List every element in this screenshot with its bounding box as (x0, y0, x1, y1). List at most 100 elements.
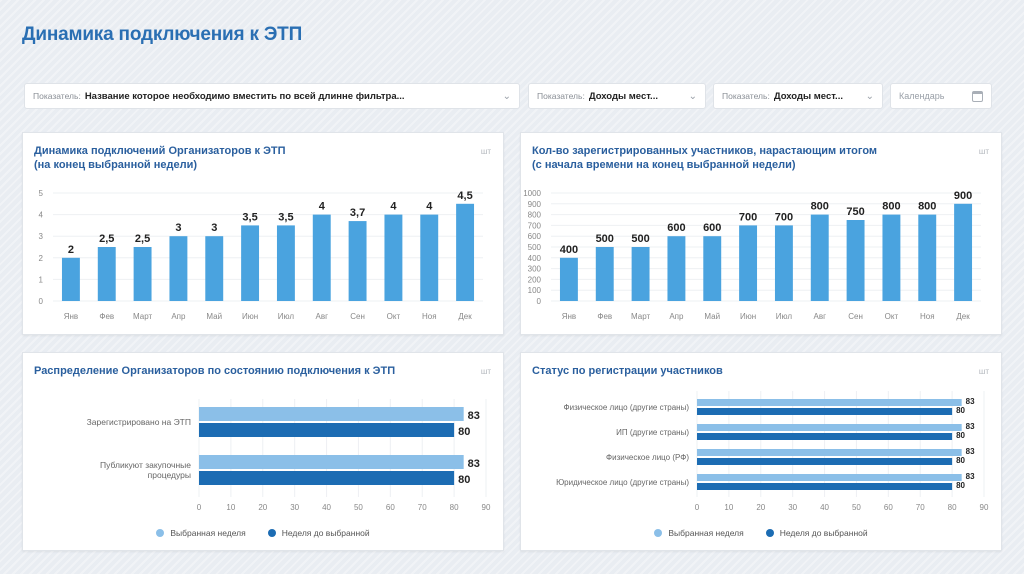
x-tick-label: 80 (948, 503, 957, 512)
y-tick-label: 200 (528, 275, 542, 284)
legend-label: Выбранная неделя (668, 528, 744, 538)
chart-title: Распределение Организаторов по состоянию… (34, 365, 396, 377)
bar (241, 225, 260, 301)
bar (199, 455, 464, 469)
filter-2-label: Показатель: (537, 91, 585, 101)
x-tick-label: Март (133, 312, 152, 321)
filter-2[interactable]: Показатель: Доходы мест... ⌄ (528, 83, 706, 109)
bar (199, 471, 455, 485)
bar-value-label: 80 (956, 431, 965, 440)
calendar-placeholder: Календарь (899, 91, 945, 101)
bar-value-label: 3,7 (350, 207, 365, 219)
legend-item[interactable]: Выбранная неделя (654, 528, 744, 538)
bar (703, 236, 722, 301)
x-tick-label: Авг (813, 312, 826, 321)
x-tick-label: Дек (458, 312, 472, 321)
bar-value-label: 80 (956, 406, 965, 415)
bar-value-label: 700 (775, 211, 793, 223)
chevron-down-icon[interactable]: ⌄ (688, 90, 697, 102)
chevron-down-icon[interactable]: ⌄ (865, 90, 874, 102)
x-tick-label: Май (206, 312, 222, 321)
bar-value-label: 83 (468, 410, 480, 422)
bar (697, 424, 962, 431)
y-tick-label: 1000 (523, 189, 541, 198)
bar-value-label: 80 (458, 426, 470, 438)
bar-value-label: 800 (918, 201, 936, 213)
bar (697, 449, 962, 456)
bar (456, 203, 475, 301)
y-category-label: Юридическое лицо (другие страны) (556, 478, 689, 487)
y-category-label: ИП (другие страны) (616, 428, 689, 437)
x-tick-label: Апр (171, 312, 186, 321)
filter-3-value: Доходы мест... (773, 90, 843, 102)
x-tick-label: Янв (562, 312, 576, 321)
legend-item[interactable]: Неделя до выбранной (267, 528, 370, 538)
chevron-down-icon[interactable]: ⌄ (502, 90, 511, 102)
page-title: Динамика подключения к ЭТП (22, 24, 303, 45)
bar (420, 214, 439, 301)
bar-value-label: 500 (596, 233, 614, 245)
x-tick-label: 20 (258, 503, 267, 512)
y-tick-label: 0 (39, 297, 44, 306)
y-tick-label: 900 (528, 200, 542, 209)
y-tick-label: 0 (537, 297, 542, 306)
calendar-input[interactable]: Календарь (890, 83, 992, 109)
legend-dot-dark (765, 529, 774, 537)
y-tick-label: 300 (528, 265, 542, 274)
x-tick-label: Июл (776, 312, 793, 321)
calendar-icon[interactable] (972, 90, 983, 102)
y-category-label: Публикуют закупочные (100, 460, 191, 470)
x-tick-label: 60 (386, 503, 395, 512)
bar-value-label: 800 (811, 201, 829, 213)
legend-item[interactable]: Выбранная неделя (156, 528, 246, 538)
legend-item[interactable]: Неделя до выбранной (765, 528, 868, 538)
bar (595, 247, 614, 301)
bar (199, 423, 455, 437)
bar-value-label: 600 (703, 222, 721, 234)
bar (312, 214, 331, 301)
x-tick-label: 90 (980, 503, 989, 512)
x-tick-label: 10 (724, 503, 733, 512)
x-tick-label: 40 (820, 503, 829, 512)
bar-value-label: 600 (667, 222, 685, 234)
y-category-label: Физическое лицо (РФ) (606, 453, 689, 462)
bar (697, 408, 953, 415)
filter-1-value: Название которое необходимо вместить по … (84, 90, 405, 102)
bar (697, 458, 953, 465)
chart-unit: шт (480, 147, 491, 156)
chart-legend: Выбранная неделя Неделя до выбранной (23, 528, 503, 538)
bar-value-label: 700 (739, 211, 757, 223)
bar-value-label: 4 (426, 201, 433, 213)
bar (348, 221, 367, 301)
filter-3[interactable]: Показатель: Доходы мест... ⌄ (713, 83, 883, 109)
bar (97, 247, 116, 301)
legend-label: Неделя до выбранной (779, 528, 868, 538)
y-tick-label: 600 (528, 232, 542, 241)
legend-dot-dark (267, 529, 276, 537)
bar-value-label: 80 (458, 474, 470, 486)
x-tick-label: 0 (197, 503, 202, 512)
chart-title: Статус по регистрации участников (532, 365, 723, 377)
chart-connections: 0 1 2 3 4 5 2 Янв 2,5 Фев 2,5 Март 3 Апр 3 Май 3,5 Июн 3,5… (39, 189, 483, 321)
legend-dot-light (654, 529, 663, 537)
filter-1[interactable]: Показатель: Название которое необходимо … (24, 83, 520, 109)
bar-value-label: 500 (631, 233, 649, 245)
y-tick-label: 3 (39, 232, 44, 241)
chart-panel-organizer-status: Распределение Организаторов по состоянию… (22, 352, 504, 551)
x-tick-label: Дек (956, 312, 970, 321)
bar (384, 214, 403, 301)
x-tick-label: 30 (290, 503, 299, 512)
y-tick-label: 1 (39, 275, 44, 284)
x-tick-label: Окт (387, 312, 401, 321)
bar (133, 247, 152, 301)
y-tick-label: 5 (39, 189, 44, 198)
legend-label: Выбранная неделя (170, 528, 246, 538)
x-tick-label: 10 (226, 503, 235, 512)
x-tick-label: 40 (322, 503, 331, 512)
bar-value-label: 800 (882, 201, 900, 213)
bar-value-label: 83 (966, 422, 975, 431)
x-tick-label: Сен (848, 312, 863, 321)
chart-unit: шт (480, 367, 491, 376)
x-tick-label: Авг (315, 312, 328, 321)
